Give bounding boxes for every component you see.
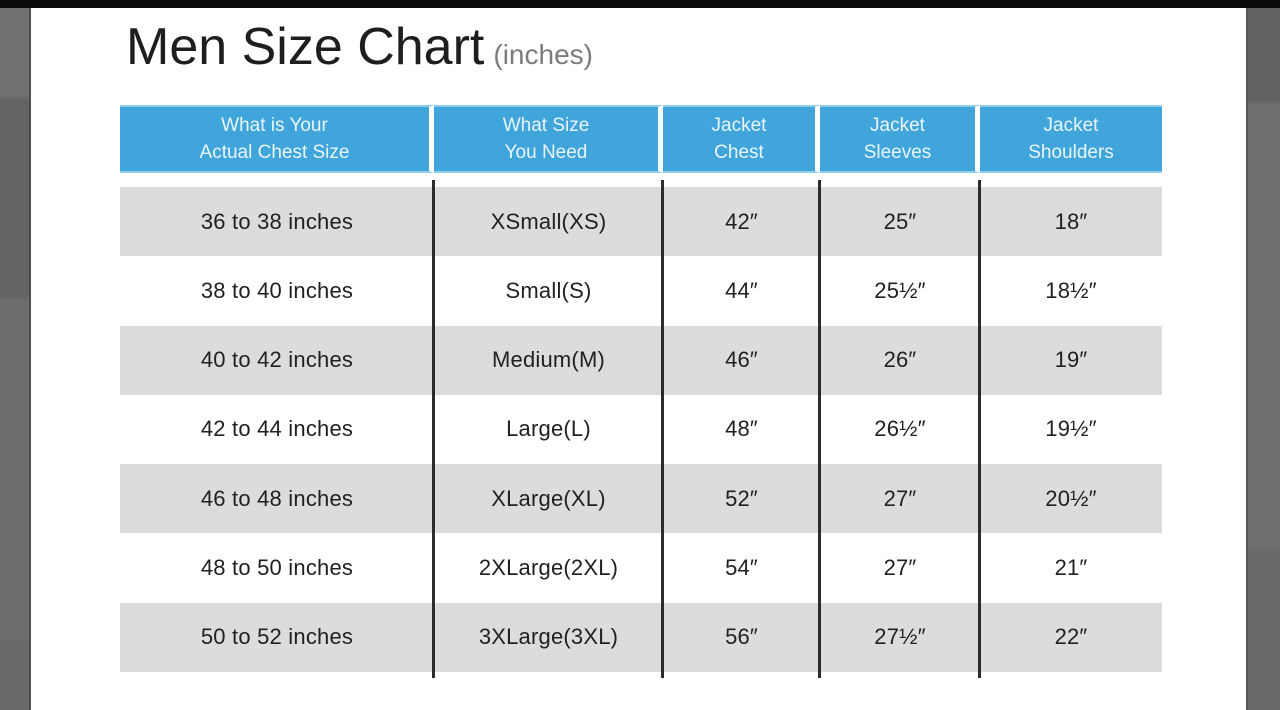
column-divider	[432, 180, 435, 678]
page-title-units: (inches)	[493, 39, 593, 70]
table-cell: 18″	[1054, 208, 1088, 234]
table-row: 40 to 42 inches Medium(M) 46″ 26″ 19″	[120, 325, 1162, 395]
column-header-line: What Size	[502, 115, 590, 136]
table-cell: 48 to 50 inches	[200, 555, 354, 581]
table-cell: 36 to 38 inches	[200, 208, 354, 234]
column-header-line: Chest	[714, 142, 764, 163]
table-cell: 19″	[1054, 347, 1088, 373]
column-header-size-you-need: What Size You Need	[434, 105, 663, 173]
table-cell: 25″	[883, 208, 917, 234]
column-header-line: Shoulders	[1028, 142, 1114, 163]
table-cell: 22″	[1054, 624, 1088, 650]
column-header-line: Jacket	[870, 115, 925, 136]
table-cell: 26″	[883, 347, 917, 373]
column-header-line: You Need	[504, 142, 588, 163]
table-row: 48 to 50 inches 2XLarge(2XL) 54″ 27″ 21″	[120, 533, 1162, 602]
table-cell: 27″	[883, 555, 917, 581]
left-letterbox-strip	[0, 8, 31, 710]
table-cell: 52″	[725, 485, 758, 511]
table-cell: 27½″	[874, 624, 926, 650]
table-cell: 19½″	[1045, 416, 1097, 442]
table-cell: XSmall(XS)	[490, 208, 607, 234]
column-header-actual-chest-size: What is Your Actual Chest Size	[120, 105, 434, 173]
table-cell: Small(S)	[505, 277, 592, 303]
column-header-line: Sleeves	[863, 142, 932, 163]
table-cell: 40 to 42 inches	[200, 347, 354, 373]
table-header-row: What is Your Actual Chest Size What Size…	[120, 105, 1162, 173]
table-cell: 44″	[725, 277, 758, 303]
column-header-line: Jacket	[1043, 115, 1099, 136]
table-cell: 38 to 40 inches	[200, 277, 354, 303]
page-title: Men Size Chart (inches)	[126, 18, 593, 84]
table-cell: 50 to 52 inches	[200, 624, 354, 650]
table-row: 38 to 40 inches Small(S) 44″ 25½″ 18½″	[120, 256, 1162, 325]
table-cell: 42″	[725, 208, 758, 234]
table-cell: 54″	[725, 555, 758, 581]
table-cell: Medium(M)	[491, 347, 606, 373]
column-header-line: What is Your	[221, 115, 328, 136]
table-row: 42 to 44 inches Large(L) 48″ 26½″ 19½″	[120, 395, 1162, 464]
table-cell: 2XLarge(2XL)	[478, 555, 619, 581]
table-cell: 46″	[725, 347, 758, 373]
column-header-jacket-chest: Jacket Chest	[663, 105, 820, 173]
table-row: 46 to 48 inches XLarge(XL) 52″ 27″ 20½″	[120, 464, 1162, 534]
table-cell: Large(L)	[506, 416, 591, 442]
column-header-line: Jacket	[711, 115, 767, 136]
column-header-jacket-shoulders: Jacket Shoulders	[980, 105, 1162, 173]
column-header-jacket-sleeves: Jacket Sleeves	[820, 105, 980, 173]
table-body: 36 to 38 inches XSmall(XS) 42″ 25″ 18″ 3…	[120, 180, 1162, 678]
table-cell: 18½″	[1045, 277, 1097, 303]
table-cell: 27″	[883, 485, 917, 511]
table-cell: 48″	[725, 416, 758, 442]
table-cell: 26½″	[874, 416, 926, 442]
table-rows: 36 to 38 inches XSmall(XS) 42″ 25″ 18″ 3…	[120, 187, 1162, 672]
table-cell: 42 to 44 inches	[200, 416, 354, 442]
table-cell: 3XLarge(3XL)	[478, 624, 619, 650]
table-row: 50 to 52 inches 3XLarge(3XL) 56″ 27½″ 22…	[120, 602, 1162, 672]
table-row: 36 to 38 inches XSmall(XS) 42″ 25″ 18″	[120, 187, 1162, 257]
table-cell: 46 to 48 inches	[200, 485, 354, 511]
table-cell: 56″	[725, 624, 758, 650]
column-divider	[978, 180, 981, 678]
right-letterbox-strip	[1246, 8, 1280, 710]
table-cell: 21″	[1054, 555, 1088, 581]
size-chart-table: What is Your Actual Chest Size What Size…	[120, 105, 1162, 678]
top-letterbox-bar	[0, 0, 1280, 8]
column-header-line: Actual Chest Size	[199, 142, 350, 163]
page-title-main: Men Size Chart	[126, 18, 485, 76]
column-divider	[818, 180, 821, 678]
table-cell: 25½″	[874, 277, 926, 303]
column-divider	[661, 180, 664, 678]
table-cell: XLarge(XL)	[491, 485, 606, 511]
table-cell: 20½″	[1045, 485, 1097, 511]
